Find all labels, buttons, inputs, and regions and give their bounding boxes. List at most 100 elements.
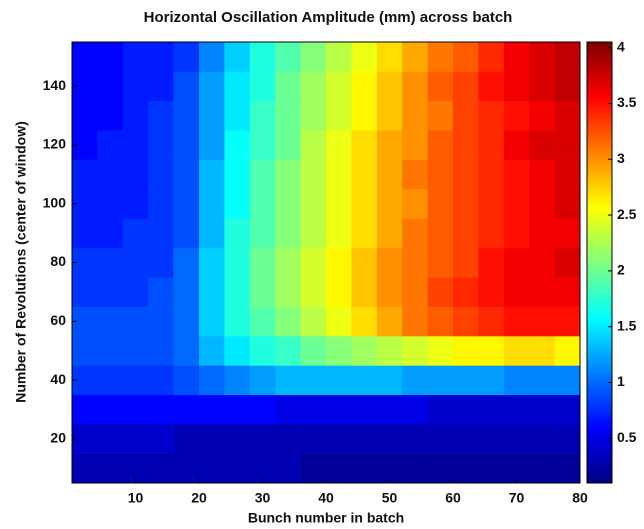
heatmap-cell xyxy=(224,247,251,278)
heatmap-cell xyxy=(224,453,251,484)
colorbar-tick-label: 2 xyxy=(617,262,625,278)
heatmap-cell xyxy=(224,277,251,307)
heatmap-cell xyxy=(503,218,530,249)
heatmap-cell xyxy=(249,424,276,454)
heatmap-cell xyxy=(97,336,124,366)
heatmap-cell xyxy=(453,130,479,160)
heatmap-cell xyxy=(300,130,327,160)
heatmap-cell xyxy=(503,247,530,278)
heatmap-cell xyxy=(453,365,479,396)
heatmap-cell xyxy=(453,336,479,366)
heatmap-cell xyxy=(199,189,225,219)
heatmap-cell xyxy=(122,247,149,278)
heatmap-cell xyxy=(173,424,200,454)
heatmap-cell xyxy=(300,100,327,131)
heatmap-cell xyxy=(148,365,174,396)
heatmap-cell xyxy=(427,42,454,72)
heatmap-cell xyxy=(275,100,301,131)
heatmap-cell xyxy=(97,189,124,219)
heatmap-cell xyxy=(97,453,124,484)
heatmap-cell xyxy=(199,247,225,278)
heatmap-cell xyxy=(326,277,352,307)
colorbar-tick-label: 2.5 xyxy=(617,206,637,222)
heatmap-cell xyxy=(72,159,98,190)
heatmap-cell xyxy=(275,277,301,307)
y-tick-label: 80 xyxy=(50,253,66,269)
heatmap-cell xyxy=(300,336,327,366)
heatmap-cell xyxy=(148,189,174,219)
heatmap-cell xyxy=(275,130,301,160)
heatmap-cell xyxy=(199,218,225,249)
heatmap-cell xyxy=(224,159,251,190)
heatmap-cell xyxy=(173,218,200,249)
heatmap-cell xyxy=(453,247,479,278)
heatmap-cell xyxy=(529,218,555,249)
heatmap-cell xyxy=(554,218,581,249)
heatmap-cell xyxy=(224,424,251,454)
heatmap-cell xyxy=(199,424,225,454)
heatmap-cell xyxy=(249,336,276,366)
heatmap-cell xyxy=(529,189,555,219)
heatmap-cell xyxy=(503,130,530,160)
heatmap-cell xyxy=(478,424,505,454)
heatmap-cell xyxy=(249,394,276,425)
heatmap-cell xyxy=(224,130,251,160)
heatmap-cell xyxy=(224,71,251,102)
heatmap-cell xyxy=(376,159,403,190)
heatmap-cell xyxy=(554,71,581,102)
heatmap-cell xyxy=(402,42,428,72)
heatmap-cell xyxy=(351,306,378,337)
heatmap-cell xyxy=(122,306,149,337)
heatmap-cell xyxy=(503,306,530,337)
heatmap-cell xyxy=(275,365,301,396)
y-tick-label: 60 xyxy=(50,312,66,328)
heatmap-cell xyxy=(529,42,555,72)
heatmap-cell xyxy=(275,71,301,102)
heatmap-cell xyxy=(402,130,428,160)
heatmap-cell xyxy=(529,159,555,190)
heatmap-cell xyxy=(554,130,581,160)
heatmap-cell xyxy=(554,159,581,190)
heatmap-cell xyxy=(351,71,378,102)
heatmap-cell xyxy=(72,394,98,425)
heatmap-cell xyxy=(148,130,174,160)
heatmap-cell xyxy=(402,100,428,131)
x-axis-label: Bunch number in batch xyxy=(248,510,404,526)
heatmap-cell xyxy=(173,453,200,484)
heatmap-cell xyxy=(376,71,403,102)
heatmap-cell xyxy=(402,336,428,366)
heatmap-cell xyxy=(173,247,200,278)
heatmap-cell xyxy=(427,365,454,396)
heatmap-cell xyxy=(173,336,200,366)
heatmap-cell xyxy=(173,130,200,160)
heatmap-cell xyxy=(402,424,428,454)
heatmap-cell xyxy=(478,277,505,307)
heatmap-cell xyxy=(427,130,454,160)
heatmap-cell xyxy=(376,394,403,425)
heatmap-cell xyxy=(478,247,505,278)
heatmap-cell xyxy=(224,218,251,249)
heatmap-cell xyxy=(300,159,327,190)
heatmap-cell xyxy=(173,159,200,190)
heatmap-cell xyxy=(199,100,225,131)
heatmap-cell xyxy=(427,394,454,425)
heatmap-cell xyxy=(554,100,581,131)
chart-title: Horizontal Oscillation Amplitude (mm) ac… xyxy=(144,9,513,26)
heatmap-cell xyxy=(275,159,301,190)
heatmap-cell xyxy=(478,100,505,131)
heatmap-cell xyxy=(224,394,251,425)
heatmap-cell xyxy=(173,71,200,102)
heatmap-cell xyxy=(300,365,327,396)
heatmap-cell xyxy=(554,453,581,484)
heatmap-cell xyxy=(122,394,149,425)
heatmap-cell xyxy=(173,100,200,131)
heatmap-cell xyxy=(300,218,327,249)
heatmap-cell xyxy=(351,365,378,396)
y-tick-label: 100 xyxy=(43,194,67,210)
heatmap-cell xyxy=(376,130,403,160)
heatmap-cell xyxy=(427,336,454,366)
heatmap-cell xyxy=(173,394,200,425)
heatmap-cell xyxy=(402,71,428,102)
heatmap-cell xyxy=(249,189,276,219)
heatmap-cell xyxy=(478,306,505,337)
